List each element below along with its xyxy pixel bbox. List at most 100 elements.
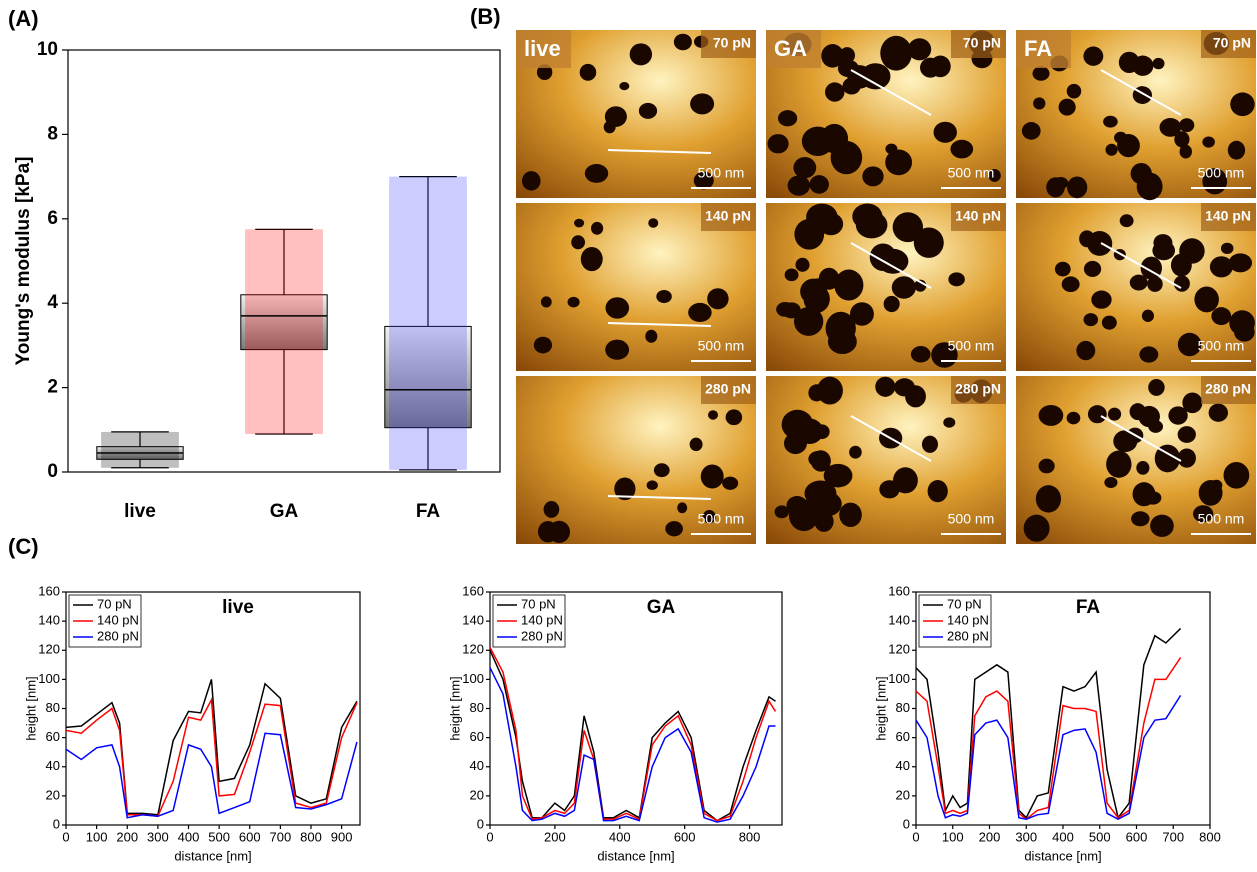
pore (1038, 404, 1064, 426)
x-tick-label: 600 (1126, 829, 1148, 844)
profile-line (850, 415, 932, 462)
pore (1179, 144, 1192, 159)
pore (1174, 131, 1190, 148)
pore (1141, 309, 1155, 322)
x-tick-label: 300 (1015, 829, 1037, 844)
x-axis-label: distance [nm] (174, 848, 251, 863)
pore (793, 156, 817, 179)
pore (605, 297, 630, 319)
pore (786, 495, 808, 516)
pores (537, 409, 743, 543)
pore (1154, 444, 1181, 473)
y-tick-label: 40 (46, 758, 60, 773)
x-tick-label: 400 (1052, 829, 1074, 844)
panel-label: (C) (8, 534, 39, 559)
pore (839, 47, 856, 64)
pores (533, 218, 729, 360)
pore (1058, 98, 1076, 116)
pore (603, 120, 616, 134)
pore (1136, 460, 1150, 475)
pore (543, 501, 560, 518)
line (915, 657, 1182, 821)
pore (927, 480, 948, 503)
pore (1053, 176, 1069, 190)
y-tick-label: 60 (46, 729, 60, 744)
x-tick-label: 500 (1089, 829, 1111, 844)
force-label: 70 pN (713, 35, 751, 51)
scale-bar-label: 500 nm (698, 165, 745, 181)
line (489, 667, 776, 823)
force-label-bg (951, 30, 1006, 58)
pore (1104, 476, 1118, 489)
condition-label: GA (774, 36, 807, 61)
pore (880, 35, 913, 71)
force-label-bg (1201, 376, 1256, 404)
pores (776, 203, 965, 368)
profile-line (1100, 242, 1182, 289)
force-label-bg (701, 30, 756, 58)
pore (638, 102, 658, 119)
pore (536, 64, 553, 81)
y-tick-label: 2 (47, 377, 58, 398)
pore (803, 284, 830, 313)
legend-label: 280 pN (947, 628, 989, 643)
pore (1182, 392, 1203, 414)
scale-bar-label: 500 nm (698, 511, 745, 527)
pore (1061, 276, 1080, 293)
pore (777, 110, 798, 127)
pore (827, 329, 857, 355)
pore (891, 276, 916, 299)
pore (1227, 140, 1246, 160)
pore (821, 44, 844, 68)
line (65, 697, 358, 818)
pore (1223, 461, 1250, 489)
chart-title: FA (1076, 597, 1101, 618)
pore (943, 417, 956, 428)
condition-label: live (524, 36, 561, 61)
pore (907, 38, 932, 61)
pore (677, 502, 688, 514)
pore (1193, 505, 1214, 523)
pore (1023, 514, 1050, 542)
scale-bar-label: 500 nm (948, 165, 995, 181)
y-tick-label: 100 (462, 671, 484, 686)
pore (787, 175, 810, 196)
x-tick-label: 0 (912, 829, 919, 844)
x-tick-label: 700 (1162, 829, 1184, 844)
pore (521, 171, 541, 191)
pore (1038, 458, 1055, 474)
pore (795, 257, 810, 272)
y-axis-label: height [nm] (447, 676, 462, 740)
pore (1152, 240, 1176, 261)
y-tick-label: 100 (888, 671, 910, 686)
y-tick-label: 40 (896, 758, 910, 773)
force-label: 140 pN (955, 208, 1001, 224)
pore (1079, 230, 1095, 248)
force-label: 70 pN (1213, 35, 1251, 51)
profile-line (850, 242, 932, 289)
y-tick-label: 160 (888, 583, 910, 598)
pore (1194, 286, 1219, 313)
pore (1152, 57, 1165, 70)
pore (929, 55, 951, 78)
legend-label: 140 pN (521, 612, 563, 627)
pore (806, 203, 838, 231)
pore (910, 346, 931, 363)
x-tick-label: live (124, 501, 156, 522)
y-tick-label: 0 (477, 816, 484, 831)
pores (1023, 379, 1250, 542)
pore (823, 463, 853, 488)
scale-bar-label: 500 nm (1198, 511, 1245, 527)
legend-label: 70 pN (97, 596, 132, 611)
pore (1209, 256, 1233, 278)
profile-line (850, 69, 932, 116)
pore (605, 339, 630, 360)
pore (1083, 46, 1104, 66)
pore (571, 235, 586, 250)
pore (1139, 346, 1159, 363)
condition-label-bg (766, 30, 821, 68)
legend-label: 70 pN (947, 596, 982, 611)
pore (1208, 403, 1229, 422)
condition-label-bg (1016, 30, 1071, 68)
y-tick-label: 4 (47, 292, 58, 313)
